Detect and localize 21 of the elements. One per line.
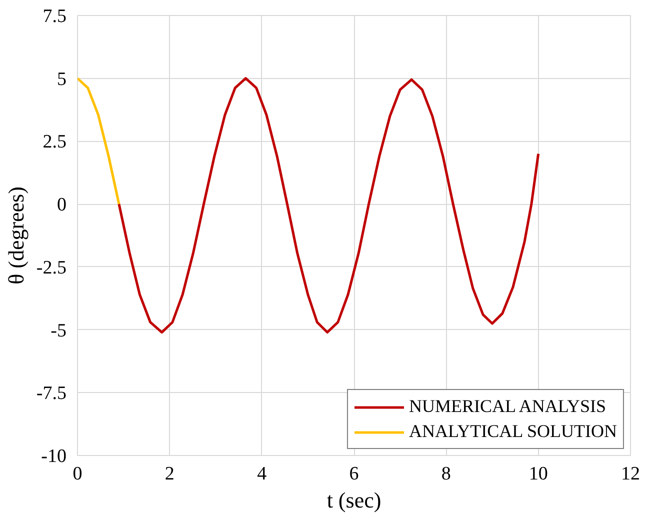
x-tick-label: 4	[257, 464, 268, 484]
y-tick-label: 0	[57, 194, 66, 216]
x-tick-label: 10	[528, 464, 548, 484]
y-tick-label: -7.5	[36, 383, 66, 404]
y-axis-title: θ (degrees)	[3, 186, 28, 284]
y-tick-label: 5	[57, 68, 66, 90]
line-series	[78, 77, 120, 206]
y-tick-label: 7.5	[42, 6, 66, 27]
x-axis-title: t (sec)	[326, 488, 382, 512]
x-tick-label: 8	[441, 464, 451, 484]
legend-label: ANALYTICAL SOLUTION	[408, 421, 617, 442]
y-tick-label: -2.5	[36, 257, 66, 278]
y-tick-label: 2.5	[42, 132, 66, 153]
x-tick-label: 0	[72, 464, 82, 484]
x-tick-label: 6	[349, 464, 359, 484]
y-tick-label: -5	[50, 320, 66, 342]
x-tick-label: 2	[164, 464, 174, 484]
y-tick-label: -10	[41, 446, 66, 467]
line-series	[118, 77, 540, 334]
x-tick-label: 12	[621, 464, 640, 484]
legend-label: NUMERICAL ANALYSIS	[408, 396, 606, 417]
